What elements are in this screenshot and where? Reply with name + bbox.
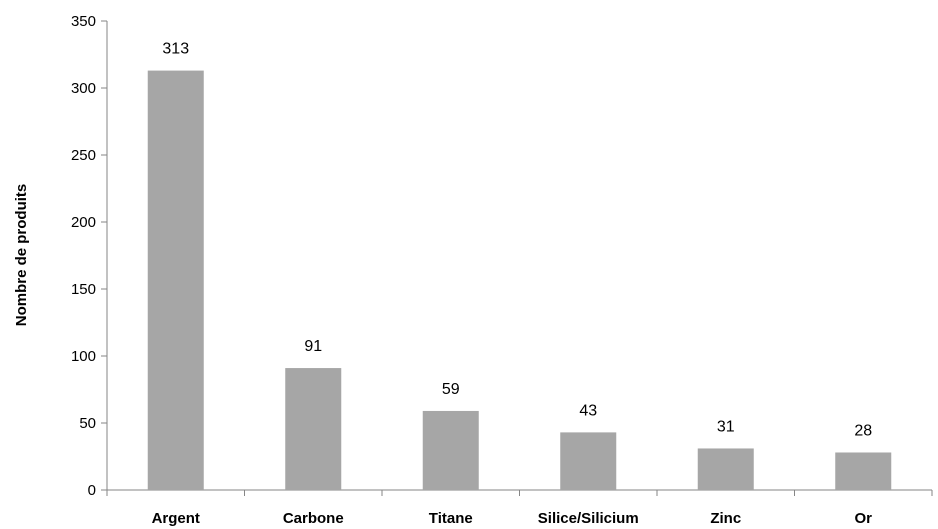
- x-category-label: Silice/Silicium: [538, 510, 639, 527]
- x-category-label: Carbone: [283, 510, 344, 527]
- bar: [697, 448, 754, 490]
- y-tick-label: 50: [79, 415, 96, 432]
- x-category-label: Titane: [429, 510, 473, 527]
- x-category-label: Or: [854, 510, 872, 527]
- y-tick-label: 0: [88, 482, 96, 499]
- y-tick-label: 150: [71, 281, 96, 298]
- bar-value-label: 59: [442, 381, 460, 398]
- bars: [147, 70, 892, 490]
- y-tick-label: 200: [71, 214, 96, 231]
- y-tick-label: 250: [71, 147, 96, 164]
- data-labels: 313 91 59 43 31 28: [162, 41, 872, 440]
- bar: [285, 368, 342, 490]
- y-axis: 0 50 100 150 200 250 300 350: [71, 13, 108, 499]
- y-tick-label: 100: [71, 348, 96, 365]
- bar: [147, 70, 204, 490]
- bar-value-label: 91: [304, 338, 322, 355]
- bar-value-label: 28: [854, 422, 872, 439]
- x-category-label: Zinc: [710, 510, 741, 527]
- x-axis: Argent Carbone Titane Silice/Silicium Zinc Or: [106, 489, 933, 527]
- bar-value-label: 43: [579, 402, 597, 419]
- y-tick-label: 300: [71, 80, 96, 97]
- bar: [560, 432, 617, 490]
- y-tick-label: 350: [71, 13, 96, 30]
- bar-value-label: 31: [717, 418, 735, 435]
- y-axis-title: Nombre de produits: [13, 184, 30, 327]
- bar: [422, 410, 479, 490]
- bar: [835, 452, 892, 490]
- bar-value-label: 313: [162, 41, 189, 58]
- x-category-label: Argent: [152, 510, 200, 527]
